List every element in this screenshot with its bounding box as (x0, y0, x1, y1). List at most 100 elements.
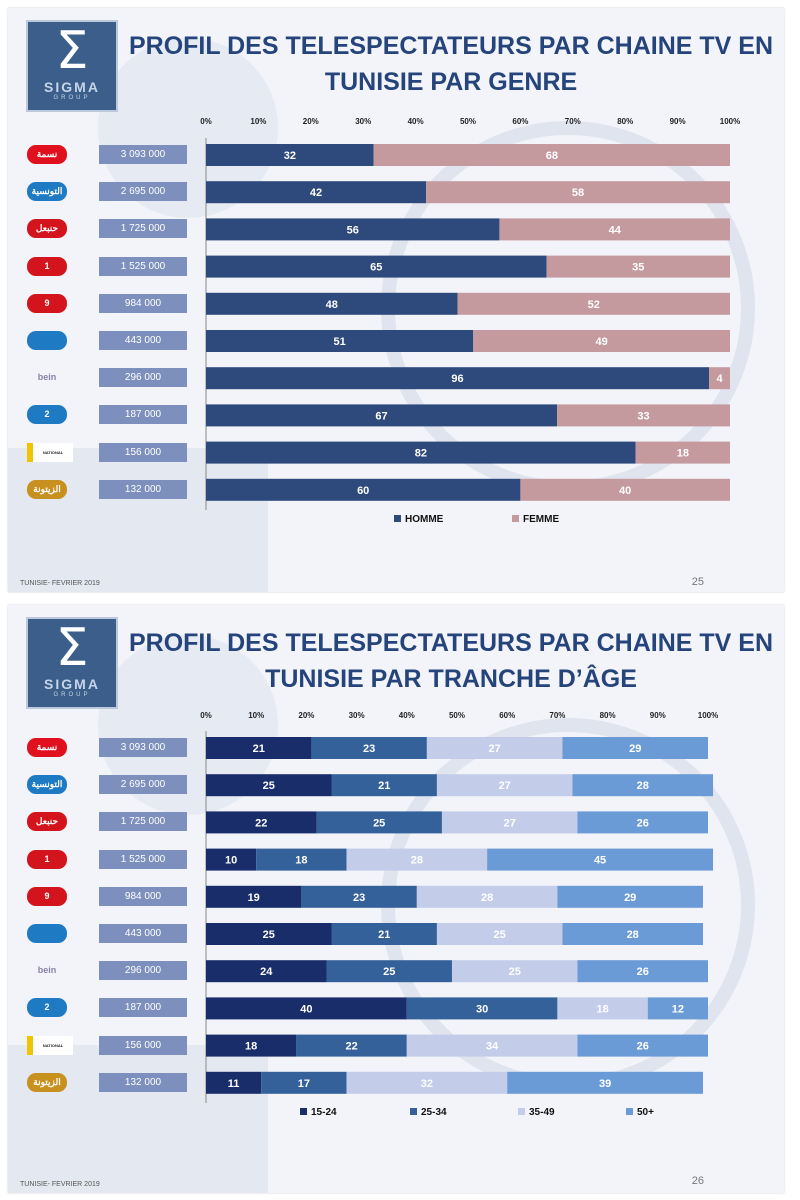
bar-value-label: 28 (637, 780, 649, 792)
legend-swatch (512, 515, 519, 522)
bar-segment (206, 923, 332, 945)
bar-segment (416, 885, 558, 908)
tunisna9-logo: 9 (27, 293, 67, 313)
bar-segment (206, 478, 521, 501)
bar-value-label: 25 (509, 966, 521, 978)
wataniya1-logo: 1 (27, 256, 67, 276)
audience-value: 156 000 (99, 1035, 187, 1055)
audience-value: 1 525 000 (99, 256, 187, 276)
bar-value-label: 32 (284, 150, 296, 162)
legend-swatch (518, 1108, 525, 1115)
bar-value-label: 29 (624, 892, 636, 904)
bar-segment (206, 441, 636, 464)
x-tick-label: 0% (200, 711, 212, 720)
bar-value-label: 27 (489, 743, 501, 755)
slide-gender: Σ SIGMA GROUP PROFIL DES TELESPECTATEURS… (8, 8, 784, 592)
bar-value-label: 18 (245, 1041, 257, 1053)
bar-segment (206, 737, 312, 759)
bar-value-label: 21 (253, 743, 265, 755)
elhiwar-logo (27, 924, 67, 943)
natgeo-logo: NATIONAL GEOGRAPHIC (27, 442, 73, 462)
bar-segment (296, 1034, 407, 1057)
x-tick-label: 60% (499, 711, 515, 720)
bar-value-label: 21 (378, 780, 390, 792)
legend-label: 25-34 (421, 1107, 447, 1118)
bar-segment (206, 1071, 262, 1094)
page-number: 25 (691, 576, 704, 588)
bar-value-label: 22 (255, 817, 267, 829)
bar-value-label: 68 (546, 150, 558, 162)
bar-value-label: 25 (373, 817, 385, 829)
bar-segment (457, 292, 730, 315)
wataniya2-logo: 2 (27, 405, 67, 425)
legend-swatch (410, 1108, 417, 1115)
bar-value-label: 96 (451, 373, 463, 385)
bar-value-label: 23 (353, 892, 365, 904)
legend-swatch (300, 1108, 307, 1115)
bar-segment (562, 923, 703, 945)
x-tick-label: 70% (549, 711, 565, 720)
bar-value-label: 18 (677, 448, 689, 460)
bar-value-label: 67 (375, 410, 387, 422)
bar-value-label: 39 (599, 1078, 611, 1090)
bar-segment (406, 1034, 578, 1057)
sigma-mark: Σ (55, 21, 89, 81)
slide-title: PROFIL DES TELESPECTATEURS PAR CHAINE TV… (128, 629, 774, 693)
audience-value: 296 000 (99, 961, 187, 981)
bar-value-label: 23 (363, 743, 375, 755)
bar-segment (261, 1071, 347, 1094)
nessma-logo: نسمة (27, 145, 67, 164)
bar-segment (441, 811, 578, 834)
wataniya1-logo: 1 (27, 849, 67, 869)
bar-segment (557, 404, 730, 427)
bar-segment (520, 478, 730, 501)
x-tick-label: 20% (303, 117, 319, 126)
bar-segment (346, 848, 488, 871)
bar-segment (557, 885, 703, 908)
bar-value-label: 26 (637, 1041, 649, 1053)
x-tick-label: 80% (600, 711, 616, 720)
bar-value-label: 25 (383, 966, 395, 978)
bar-value-label: 18 (295, 855, 307, 867)
bein-logo: bein (37, 965, 57, 976)
bar-value-label: 35 (632, 262, 644, 274)
bar-segment (331, 774, 437, 797)
audience-value: 3 093 000 (99, 738, 187, 757)
legend-label: HOMME (405, 514, 444, 525)
bar-segment (709, 367, 730, 390)
bar-segment (557, 997, 648, 1020)
bar-segment (206, 811, 317, 834)
slide-footer: TUNISIE- FEVRIER 2019 (20, 1181, 100, 1188)
natgeo-logo: NATIONAL GEOGRAPHIC (27, 1035, 73, 1055)
x-tick-label: 40% (399, 711, 415, 720)
bar-segment (406, 997, 558, 1020)
bar-value-label: 32 (421, 1078, 433, 1090)
sigma-name: SIGMA (44, 79, 100, 95)
audience-value: 984 000 (99, 293, 187, 313)
bar-value-label: 27 (499, 780, 511, 792)
bar-segment (206, 367, 710, 390)
x-tick-label: 20% (298, 711, 314, 720)
bar-segment (473, 330, 730, 352)
bar-segment (426, 181, 730, 204)
bar-value-label: 44 (609, 224, 622, 236)
bar-segment (206, 218, 500, 241)
sigma-sub: GROUP (53, 95, 91, 101)
audience-value: 156 000 (99, 442, 187, 462)
audience-value: 3 093 000 (99, 145, 187, 164)
bar-segment (647, 997, 708, 1020)
bar-segment (635, 441, 730, 464)
x-tick-label: 10% (250, 117, 266, 126)
x-tick-label: 50% (449, 711, 465, 720)
bar-segment (499, 218, 730, 241)
legend-label: 15-24 (311, 1107, 337, 1118)
bar-value-label: 28 (627, 929, 639, 941)
bar-value-label: 56 (347, 224, 359, 236)
bar-value-label: 12 (672, 1003, 684, 1015)
x-tick-label: 10% (248, 711, 264, 720)
bar-segment (206, 292, 458, 315)
audience-value: 2 695 000 (99, 182, 187, 202)
bar-value-label: 52 (588, 299, 600, 311)
bar-segment (206, 848, 257, 871)
age-chart: 0% 10% 20% 30% 40% 50% 60% 70% 80% 90% 100% 21 23 27 2… (200, 711, 718, 1118)
